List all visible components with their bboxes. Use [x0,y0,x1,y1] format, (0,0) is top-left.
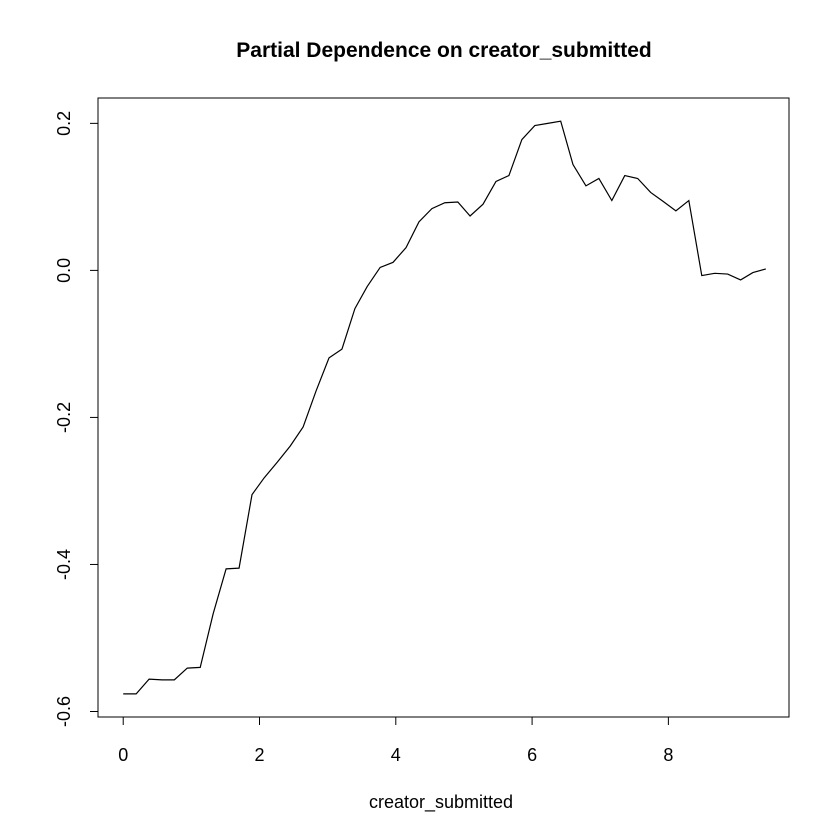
chart-title: Partial Dependence on creator_submitted [236,39,651,62]
plot-frame [97,97,790,718]
x-tick-label: 0 [118,745,128,765]
y-tick-label: -0.4 [54,549,74,580]
series-line [123,120,766,695]
x-axis: 0 2 4 6 8 [118,716,673,765]
y-axis: -0.6 -0.4 -0.2 0.0 0.2 [54,111,99,727]
y-tick-label: -0.6 [54,696,74,727]
x-tick-label: 6 [527,745,537,765]
x-tick-label: 8 [663,745,673,765]
x-tick-label: 2 [254,745,264,765]
y-tick-label: 0.2 [54,111,74,136]
x-axis-label: creator_submitted [369,792,513,813]
x-tick-label: 4 [391,745,401,765]
y-tick-label: -0.2 [54,402,74,433]
y-tick-label: 0.0 [54,258,74,283]
